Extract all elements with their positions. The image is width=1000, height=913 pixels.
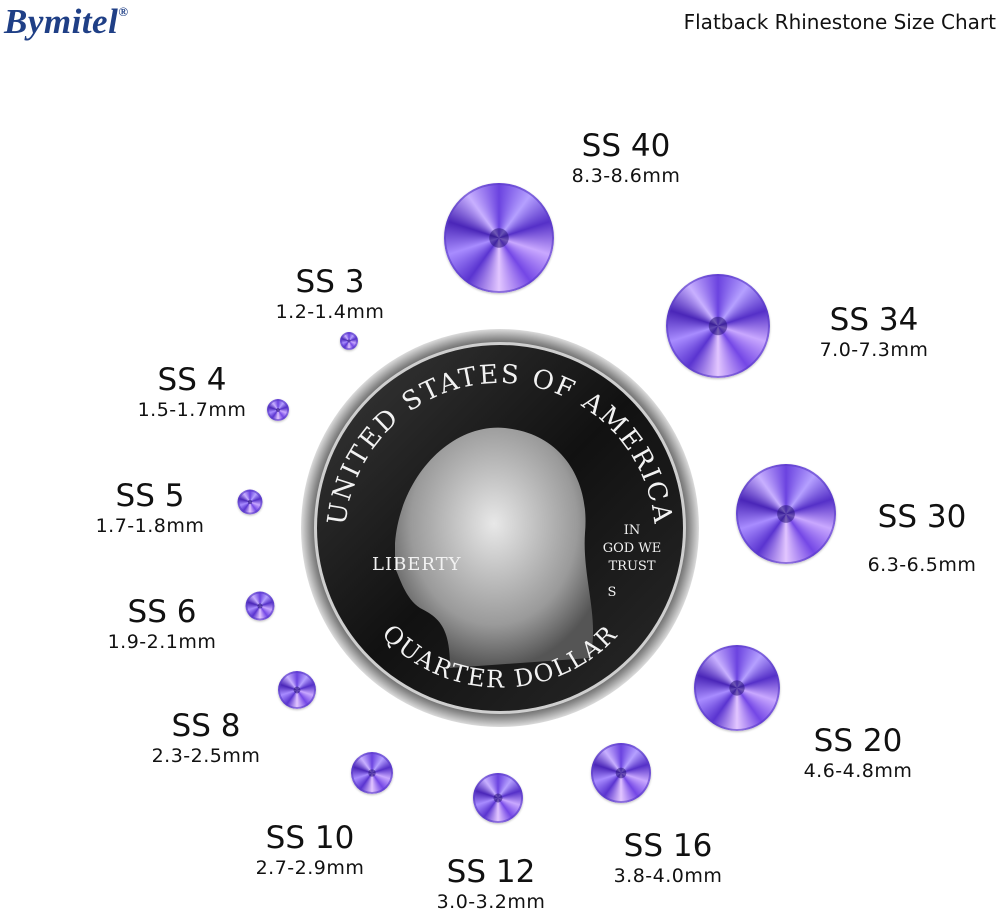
size-mm: 1.7-1.8mm — [95, 515, 205, 537]
label-ss40: SS 40 8.3-8.6mm — [572, 128, 681, 188]
label-ss8: SS 8 2.3-2.5mm — [152, 708, 261, 768]
size-mm: 3.0-3.2mm — [436, 891, 546, 913]
label-ss10: SS 10 2.7-2.9mm — [256, 820, 365, 880]
size-name: SS 16 — [623, 828, 713, 864]
size-name: SS 6 — [127, 594, 197, 630]
coin-motto-line: GOD WE — [603, 541, 661, 556]
size-name: SS 40 — [581, 128, 671, 164]
registered-mark: ® — [118, 4, 129, 19]
label-ss34: SS 34 7.0-7.3mm — [820, 302, 929, 362]
coin-mint-mark: S — [608, 585, 617, 600]
size-name: SS 5 — [115, 478, 185, 514]
coin-liberty-text: LIBERTY — [372, 554, 462, 575]
quarter-coin-image: UNITED STATES OF AMERICA QUARTER DOLLAR … — [301, 329, 699, 727]
label-ss5: SS 5 1.7-1.8mm — [96, 478, 205, 538]
rhinestone-ss5 — [237, 489, 263, 515]
label-ss12: SS 12 3.0-3.2mm — [437, 854, 546, 913]
size-mm: 2.7-2.9mm — [255, 857, 365, 879]
rhinestone-ss6 — [245, 591, 275, 621]
rhinestone-ss3 — [340, 332, 358, 350]
rhinestone-ss10 — [351, 752, 393, 794]
size-mm: 2.3-2.5mm — [151, 745, 261, 767]
size-name: SS 34 — [829, 302, 919, 338]
chart-title: Flatback Rhinestone Size Chart — [683, 10, 996, 34]
brand-logo: Bymitel® — [4, 2, 129, 42]
size-name: SS 10 — [265, 820, 355, 856]
size-mm: 1.2-1.4mm — [275, 301, 385, 323]
size-name: SS 12 — [446, 854, 536, 890]
size-mm: 7.0-7.3mm — [819, 339, 929, 361]
rhinestone-ss34 — [666, 274, 770, 378]
label-ss6: SS 6 1.9-2.1mm — [108, 594, 217, 654]
rhinestone-ss12 — [473, 773, 523, 823]
size-mm: 4.6-4.8mm — [803, 760, 913, 782]
label-ss20: SS 20 4.6-4.8mm — [804, 723, 913, 783]
size-name: SS 20 — [813, 723, 903, 759]
size-name: SS 3 — [295, 264, 365, 300]
rhinestone-ss40 — [444, 183, 554, 293]
label-ss16: SS 16 3.8-4.0mm — [614, 828, 723, 888]
size-name: SS 4 — [157, 362, 227, 398]
rhinestone-ss8 — [278, 671, 316, 709]
size-name: SS 8 — [171, 708, 241, 744]
size-mm: 8.3-8.6mm — [571, 165, 681, 187]
size-mm: 6.3-6.5mm — [867, 554, 977, 576]
rhinestone-ss30 — [736, 464, 836, 564]
rhinestone-ss20 — [694, 645, 780, 731]
brand-name: Bymitel — [4, 2, 119, 41]
size-mm: 3.8-4.0mm — [613, 865, 723, 887]
size-mm: 1.5-1.7mm — [137, 399, 247, 421]
coin-motto-line: IN — [624, 523, 641, 538]
label-ss4: SS 4 1.5-1.7mm — [138, 362, 247, 422]
size-name: SS 30 — [877, 499, 967, 535]
size-mm: 1.9-2.1mm — [107, 631, 217, 653]
label-ss30: SS 30 6.3-6.5mm — [868, 499, 977, 577]
rhinestone-ss4 — [267, 399, 289, 421]
rhinestone-ss16 — [591, 743, 651, 803]
label-ss3: SS 3 1.2-1.4mm — [276, 264, 385, 324]
coin-motto-line: TRUST — [609, 559, 656, 574]
